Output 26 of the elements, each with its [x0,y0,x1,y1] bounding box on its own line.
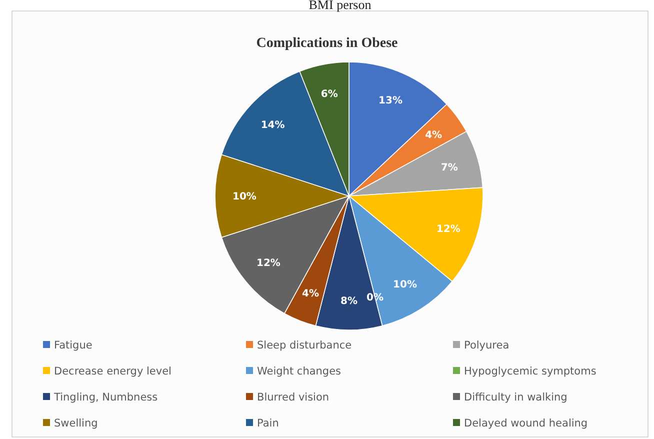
text: BMI person [308,0,372,12]
legend-label: Tingling, Numbness [53,392,158,404]
data-label: 10% [393,280,417,291]
data-label: 6% [320,88,338,100]
data-label: 4% [302,288,320,300]
data-label: 10% [232,192,256,202]
data-label: 7% [440,162,458,174]
legend-label: Polyurea [464,340,510,352]
legend-label: Hypoglycemic symptoms [464,366,596,378]
text: 0% [366,292,384,304]
legend-label: Sleep disturbance [257,340,352,352]
legend-label: Decrease energy level [54,366,172,378]
data-label: 14% [260,120,285,131]
data-label: 4% [425,130,442,142]
legend-label: Blurred vision [257,392,330,404]
data-label: 13% [378,96,402,107]
legend-label: Swelling [54,418,98,430]
legend-label: Fatigue [54,340,92,352]
data-label: 12% [436,224,460,235]
legend-label: Weight changes [257,366,342,378]
data-label: 8% [340,296,358,308]
data-label: 12% [256,258,280,270]
chart-title: Complications in Obese [256,36,398,51]
legend-label: Delayed wound healing [464,418,588,430]
legend-label: Pain [257,418,279,430]
legend-label: Difficulty in walking [464,392,568,404]
